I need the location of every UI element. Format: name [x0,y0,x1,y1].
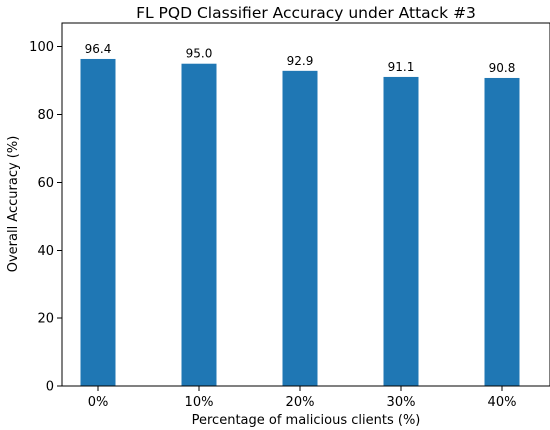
y-tick-label: 60 [37,176,54,191]
y-axis-ticks: 0 20 40 60 80 100 [29,40,62,395]
bar [383,76,419,386]
bar [80,58,116,386]
x-tick-label: 40% [488,395,517,410]
bar [282,70,318,386]
x-axis-label: Percentage of malicious clients (%) [192,413,421,428]
bar-value-label: 90.8 [489,61,516,75]
y-tick-label: 80 [37,108,54,123]
y-tick-label: 100 [29,40,54,55]
bar [181,63,217,387]
y-tick-label: 20 [37,312,54,327]
bar-value-label: 92.9 [287,54,314,68]
chart-title: FL PQD Classifier Accuracy under Attack … [136,4,476,22]
x-tick-label: 10% [185,395,214,410]
bar-value-label: 95.0 [186,47,213,61]
x-tick-label: 0% [88,395,109,410]
x-axis-ticks: 0% 10% 20% 30% 40% [88,386,517,410]
bar-value-label: 91.1 [388,60,415,74]
bar [484,77,520,387]
bar-value-label: 96.4 [85,42,112,56]
plot-frame [61,22,550,387]
data-labels: 96.4 95.0 92.9 91.1 90.8 [85,42,516,75]
bars [80,58,520,387]
y-tick-label: 40 [37,244,54,259]
y-tick-label: 0 [46,380,54,395]
x-tick-label: 30% [387,395,416,410]
y-axis-label: Overall Accuracy (%) [6,136,21,273]
x-tick-label: 20% [286,395,315,410]
